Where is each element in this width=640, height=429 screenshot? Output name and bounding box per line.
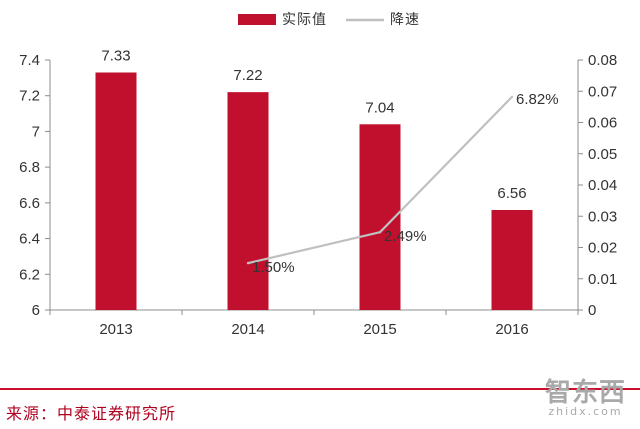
left-tick-label: 7 [32, 123, 40, 140]
right-tick-label: 0.04 [588, 177, 617, 194]
watermark-logo: 智东西 zhidx.com [545, 372, 626, 418]
legend-bar-label: 实际值 [282, 12, 327, 28]
x-tick-label: 2014 [231, 321, 264, 338]
line-value-label: 2.49% [384, 228, 427, 245]
right-tick-label: 0 [588, 302, 596, 319]
left-tick-label: 7.4 [19, 52, 40, 69]
line-value-label: 6.82% [516, 91, 559, 108]
left-tick-label: 6 [32, 302, 40, 319]
bar [491, 210, 533, 310]
bar-value-label: 7.04 [365, 99, 394, 116]
x-axis: 2013 2014 2015 2016 [49, 309, 579, 338]
left-tick-label: 6.6 [19, 195, 40, 212]
right-tick-label: 0.01 [588, 271, 617, 288]
right-tick-label: 0.08 [588, 52, 617, 69]
left-tick-label: 6.4 [19, 231, 40, 248]
right-tick-label: 0.07 [588, 83, 617, 100]
right-tick-label: 0.05 [588, 146, 617, 163]
legend-bar-swatch [238, 14, 276, 25]
line-value-label: 1.50% [252, 259, 295, 276]
watermark-sub: zhidx.com [548, 405, 623, 418]
source-divider [0, 388, 640, 390]
legend: 实际值 降速 [238, 12, 420, 28]
left-y-axis: 6 6.2 6.4 6.6 6.8 7 7.2 7.4 [19, 52, 51, 319]
line-series [246, 95, 514, 265]
right-tick-label: 0.02 [588, 240, 617, 257]
bar-series [95, 72, 533, 311]
watermark-main: 智东西 [544, 378, 626, 408]
data-labels: 7.33 7.22 7.04 6.56 1.50% 2.49% 6.82% [101, 48, 558, 277]
legend-line-label: 降速 [390, 12, 420, 28]
line-point [510, 95, 514, 99]
x-tick-label: 2015 [363, 321, 396, 338]
bar-value-label: 7.22 [233, 67, 262, 84]
bar [95, 72, 137, 310]
x-tick-label: 2013 [99, 321, 132, 338]
bar-value-label: 6.56 [497, 185, 526, 202]
line-point [246, 261, 250, 265]
left-tick-label: 6.2 [19, 266, 40, 283]
x-tick-label: 2016 [495, 321, 528, 338]
right-tick-label: 0.06 [588, 115, 617, 132]
right-y-axis: 0 0.01 0.02 0.03 0.04 0.05 0.06 0.07 0.08 [577, 52, 617, 319]
right-tick-label: 0.03 [588, 208, 617, 225]
bar [227, 92, 269, 311]
line-point [378, 230, 382, 234]
left-tick-label: 6.8 [19, 159, 40, 176]
left-tick-label: 7.2 [19, 88, 40, 105]
bar-value-label: 7.33 [101, 48, 130, 65]
source-note: 来源：中泰证券研究所 [6, 404, 177, 423]
combo-chart: 实际值 降速 6 6.2 6.4 6.6 6.8 7 7.2 7.4 0 0.01 0.02 0.03… [19, 12, 617, 338]
